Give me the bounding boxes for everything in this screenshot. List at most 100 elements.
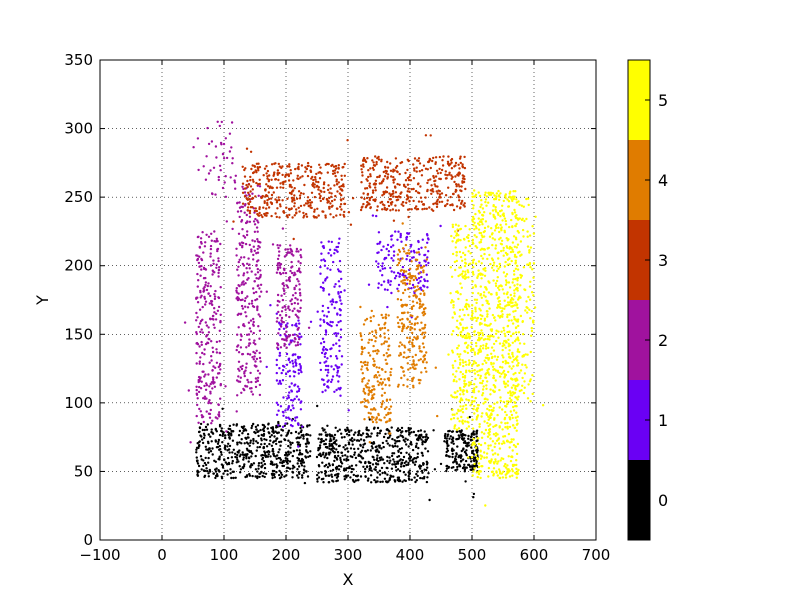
scatter-point: [239, 298, 243, 302]
scatter-point: [332, 165, 336, 168]
scatter-point: [259, 273, 262, 277]
scatter-point: [258, 445, 262, 449]
scatter-point: [250, 197, 254, 200]
scatter-point: [340, 184, 343, 188]
scatter-point: [498, 476, 502, 480]
scatter-point: [375, 260, 378, 263]
scatter-point: [198, 362, 201, 365]
scatter-point: [469, 383, 472, 386]
scatter-point: [489, 393, 492, 396]
scatter-point: [487, 415, 490, 418]
scatter-point: [250, 455, 253, 458]
scatter-point: [314, 178, 317, 181]
scatter-point: [368, 441, 371, 444]
scatter-point: [217, 305, 221, 309]
scatter-point: [293, 375, 296, 378]
scatter-point: [407, 249, 410, 252]
scatter-point: [317, 446, 320, 450]
scatter-point: [298, 322, 301, 325]
scatter-point: [392, 271, 396, 274]
scatter-point: [459, 334, 463, 337]
scatter-point: [482, 385, 485, 388]
scatter-point: [278, 440, 281, 444]
scatter-point: [259, 275, 262, 278]
scatter-point: [380, 447, 383, 450]
scatter-point: [406, 438, 409, 441]
scatter-point: [461, 326, 465, 329]
scatter-point: [364, 475, 367, 478]
scatter-point: [330, 164, 333, 168]
scatter-point: [242, 324, 245, 327]
scatter-point: [256, 230, 259, 233]
scatter-point: [214, 427, 217, 431]
scatter-point: [477, 269, 480, 272]
scatter-point: [215, 263, 218, 266]
scatter-point: [389, 209, 392, 212]
scatter-point: [458, 420, 461, 423]
scatter-point: [201, 370, 204, 373]
scatter-point: [484, 376, 487, 379]
scatter-point: [464, 303, 468, 306]
scatter-point: [371, 447, 374, 450]
scatter-point: [494, 282, 498, 285]
scatter-point: [465, 398, 468, 401]
scatter-point: [451, 316, 454, 319]
scatter-point: [320, 241, 323, 244]
scatter-point: [337, 164, 340, 167]
scatter-point: [359, 208, 363, 212]
scatter-point: [237, 360, 241, 363]
scatter-point: [401, 247, 405, 250]
scatter-point: [390, 454, 394, 458]
scatter-point: [235, 410, 238, 413]
scatter-point: [472, 224, 475, 227]
scatter-point: [210, 232, 213, 235]
scatter-point: [349, 438, 352, 442]
scatter-point: [286, 370, 290, 373]
scatter-point: [467, 250, 470, 253]
scatter-point: [204, 342, 208, 346]
scatter-point: [378, 175, 381, 179]
scatter-point: [456, 290, 459, 293]
scatter-point: [224, 434, 227, 437]
scatter-point: [507, 200, 511, 203]
scatter-point: [446, 174, 449, 177]
scatter-point: [463, 420, 467, 423]
scatter-point: [266, 427, 269, 430]
scatter-point: [333, 285, 336, 288]
scatter-point: [265, 290, 268, 293]
scatter-point: [295, 284, 298, 287]
scatter-point: [381, 316, 385, 319]
scatter-point: [337, 464, 341, 468]
scatter-point: [475, 418, 478, 421]
scatter-point: [291, 216, 294, 219]
scatter-point: [472, 492, 476, 496]
scatter-point: [485, 361, 488, 364]
scatter-point: [492, 467, 496, 470]
scatter-point: [529, 317, 532, 320]
scatter-point: [197, 380, 200, 384]
scatter-point: [383, 391, 386, 395]
scatter-point: [278, 448, 281, 451]
scatter-point: [458, 355, 461, 358]
scatter-point: [290, 207, 293, 211]
scatter-point: [278, 171, 281, 175]
scatter-point: [198, 430, 201, 433]
scatter-point: [361, 350, 364, 354]
scatter-point: [381, 400, 385, 403]
scatter-point: [511, 225, 514, 229]
scatter-point: [291, 200, 294, 203]
scatter-point: [294, 364, 298, 367]
scatter-point: [255, 298, 259, 301]
scatter-point: [297, 190, 301, 193]
scatter-point: [378, 446, 381, 449]
scatter-point: [239, 453, 242, 456]
scatter-point: [339, 213, 342, 216]
scatter-point: [238, 242, 241, 245]
scatter-point: [241, 432, 244, 435]
scatter-point: [471, 220, 474, 223]
scatter-point: [243, 374, 246, 378]
scatter-point: [262, 472, 265, 475]
scatter-point: [404, 479, 407, 483]
scatter-point: [369, 449, 372, 452]
scatter-point: [255, 349, 258, 352]
